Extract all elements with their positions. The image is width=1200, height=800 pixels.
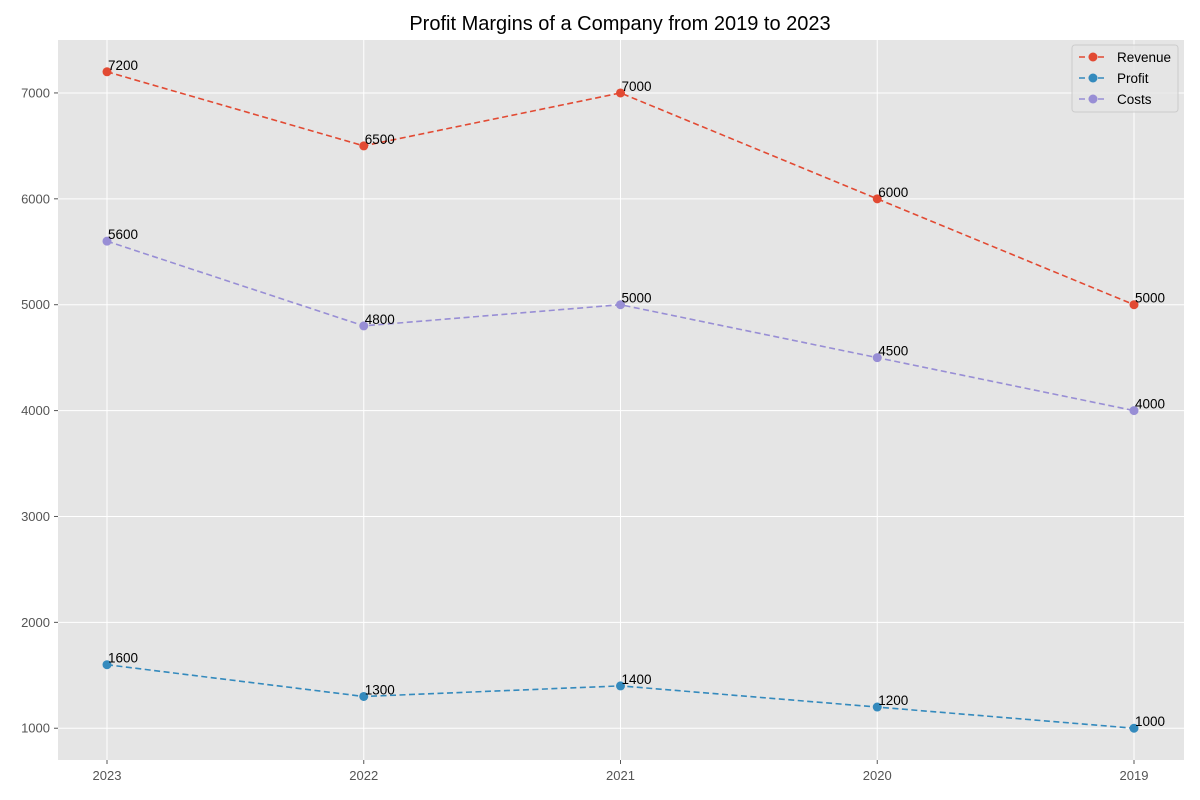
x-tick-label: 2021 [606,768,635,783]
legend: Revenue Profit Costs [1071,44,1179,113]
data-point-profit [616,681,625,691]
chart-title: Profit Margins of a Company from 2019 to… [409,13,830,35]
grid-lines [58,40,1184,760]
legend-label-revenue: Revenue [1117,50,1171,65]
legend-swatch-marker [1088,52,1098,62]
legend-label-costs: Costs [1117,92,1152,107]
data-point-costs [872,353,882,363]
data-label-revenue: 7200 [108,58,138,73]
legend-label-profit: Profit [1117,71,1149,86]
series-layer [102,67,1139,733]
data-point-profit [1129,723,1139,733]
data-point-costs [102,236,112,246]
y-tick-label: 4000 [21,403,50,418]
data-point-revenue [102,67,112,77]
legend-swatch-marker [1088,73,1098,83]
data-label-costs: 5000 [622,291,652,306]
data-point-profit [872,702,882,712]
data-point-profit [359,691,369,701]
data-label-profit: 1000 [1135,714,1165,729]
data-label-profit: 1200 [878,693,908,708]
x-tick-label: 2022 [349,768,378,783]
legend-swatch-marker [1088,94,1098,104]
y-tick-label: 7000 [21,85,50,100]
data-point-costs [359,321,369,331]
data-label-costs: 4500 [878,344,908,359]
data-label-costs: 4000 [1135,397,1165,412]
axis-ticks: 1000 2000 3000 4000 5000 6000 7000 2023 2022 2021… [21,85,1148,783]
data-point-profit [102,660,112,670]
data-point-costs [616,300,625,310]
x-tick-label: 2023 [93,768,122,783]
data-point-revenue [1129,300,1139,310]
x-tick-label: 2019 [1120,768,1149,783]
data-point-revenue [872,194,882,204]
x-tick-label: 2020 [863,768,892,783]
y-tick-label: 3000 [21,509,50,524]
y-tick-label: 2000 [21,615,50,630]
data-point-costs [1129,406,1139,416]
y-tick-label: 6000 [21,191,50,206]
data-label-profit: 1400 [622,672,652,687]
data-label-profit: 1600 [108,651,138,666]
data-label-profit: 1300 [365,682,395,697]
data-labels: 7200 6500 7000 6000 5000 1600 1300 1400 1200 1000… [108,58,1165,729]
data-label-costs: 5600 [108,227,138,242]
data-point-revenue [359,141,369,151]
data-label-costs: 4800 [365,312,395,327]
legend-box [1071,44,1179,113]
data-label-revenue: 6500 [365,132,395,147]
data-label-revenue: 6000 [878,185,908,200]
y-tick-label: 5000 [21,297,50,312]
y-tick-label: 1000 [21,721,50,736]
data-label-revenue: 5000 [1135,291,1165,306]
data-point-revenue [616,88,625,98]
data-label-revenue: 7000 [622,79,652,94]
